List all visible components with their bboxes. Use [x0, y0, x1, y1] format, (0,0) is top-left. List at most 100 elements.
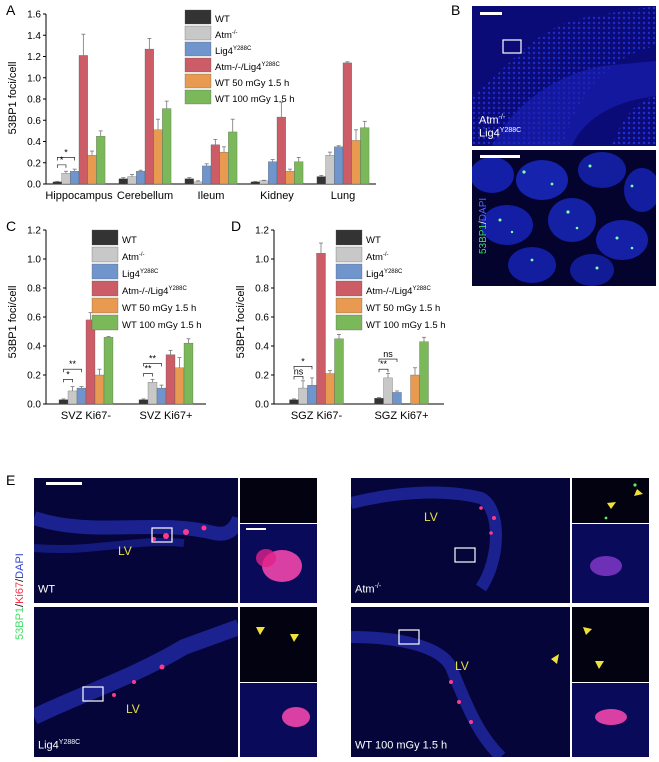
panel-letter-d: D — [231, 218, 242, 234]
legend-swatch — [91, 263, 119, 280]
legend-entry: Atm-/- — [215, 30, 238, 41]
bar — [174, 367, 185, 405]
y-tick-label: 1.2 — [27, 226, 41, 237]
bar — [210, 144, 220, 185]
y-tick-label: 1.0 — [27, 73, 41, 84]
bar — [276, 116, 286, 185]
significance-label: * — [64, 147, 68, 157]
legend-swatch — [335, 246, 363, 263]
significance-label: * — [301, 356, 305, 366]
chart-c-plot: 0.0 0.2 0.4 0.6 0.8 1.0 1.2 SVZ Ki67- SVZ Ki67+ *… — [27, 226, 206, 422]
chart-d-ylabel: 53BP1 foci/cell — [235, 286, 247, 359]
chart-d-legend: WT Atm-/- Lig4Y288C Atm-/-/Lig4Y288C WT 50 m… — [335, 229, 446, 331]
legend-entry: WT — [366, 235, 381, 246]
significance-label: ** — [144, 364, 152, 374]
y-tick-label: 1.2 — [255, 226, 269, 237]
bar — [103, 337, 114, 405]
y-tick-label: 0.2 — [27, 158, 41, 169]
scale-bar — [480, 155, 520, 158]
legend-entry: Lig4Y288C — [122, 269, 159, 280]
lv-label: LV — [424, 510, 438, 524]
bar — [61, 173, 71, 185]
bar — [118, 178, 128, 185]
bar — [410, 374, 420, 405]
y-tick-label: 0.6 — [255, 313, 269, 324]
x-tick-label: SGZ Ki67- — [291, 410, 343, 422]
panel-letter-c: C — [6, 218, 17, 234]
y-tick-label: 0.0 — [255, 400, 269, 411]
bar — [58, 399, 69, 405]
lv-label: LV — [126, 702, 140, 716]
x-tick-label: Hippocampus — [45, 190, 113, 202]
y-tick-label: 0.0 — [27, 400, 41, 411]
legend-entry: WT 50 mGy 1.5 h — [122, 303, 196, 314]
panel-e-image-wt: LV WT — [34, 478, 317, 603]
y-tick-label: 0.8 — [27, 95, 41, 106]
panel-e-image-lig4: LV Lig4Y288C — [34, 607, 317, 757]
y-tick-label: 0.6 — [27, 313, 41, 324]
significance-label: * — [60, 155, 64, 165]
panel-e-wt-texture — [34, 478, 317, 603]
legend-swatch — [91, 297, 119, 314]
bar — [268, 161, 278, 185]
bar — [259, 180, 269, 185]
legend-entry: Atm-/- — [122, 252, 145, 263]
y-tick-label: 1.0 — [255, 255, 269, 266]
bar — [307, 384, 317, 405]
legend-entry: WT — [122, 235, 137, 246]
legend-swatch — [184, 89, 212, 105]
bar — [67, 390, 78, 405]
legend-swatch — [184, 9, 212, 25]
legend-entry: Atm-/-/Lig4Y288C — [366, 286, 431, 297]
legend-swatch — [184, 73, 212, 89]
x-tick-label: SVZ Ki67+ — [140, 410, 193, 422]
panel-b-zoom-texture — [472, 150, 656, 286]
bar — [127, 176, 137, 185]
significance-label: ** — [380, 359, 388, 369]
legend-swatch — [184, 41, 212, 57]
panel-e-atm-texture — [351, 478, 649, 603]
chart-c-ylabel: 53BP1 foci/cell — [7, 286, 19, 359]
legend-swatch — [335, 229, 363, 246]
bar — [193, 181, 203, 185]
y-tick-label: 1.0 — [27, 255, 41, 266]
bar — [298, 387, 308, 405]
bar — [147, 382, 158, 405]
y-tick-label: 0.0 — [27, 180, 41, 191]
significance-bracket — [143, 373, 153, 377]
chart-a: 53BP1 foci/cell 0.0 0.2 0.4 0.6 0.8 1.0 1.2 1.4… — [7, 9, 376, 202]
bar — [342, 62, 352, 185]
panel-b-stain-label: 53BP1/DAPI — [478, 197, 489, 254]
panel-letter-e: E — [6, 472, 16, 488]
bar — [294, 161, 304, 185]
significance-bracket — [63, 379, 73, 383]
bar — [325, 155, 335, 185]
y-tick-label: 0.2 — [255, 371, 269, 382]
bar — [138, 399, 149, 405]
bar — [228, 131, 238, 185]
bar — [87, 155, 97, 185]
panel-e-label-wt100: WT 100 mGy 1.5 h — [355, 739, 448, 752]
legend-entry: Atm-/-/Lig4Y288C — [215, 62, 280, 73]
legend-entry: Lig4Y288C — [366, 269, 403, 280]
legend-swatch — [91, 229, 119, 246]
bar — [156, 387, 167, 405]
bar — [94, 374, 105, 405]
legend-entry: WT 100 mGy 1.5 h — [122, 320, 202, 331]
panel-e-wt100-texture — [351, 607, 649, 757]
bar — [153, 129, 163, 185]
legend-swatch — [335, 314, 363, 331]
significance-label: ** — [149, 353, 157, 363]
bar — [334, 338, 344, 405]
panel-e-image-atm: LV Atm-/- — [351, 478, 649, 603]
legend-entry: WT 100 mGy 1.5 h — [366, 320, 446, 331]
legend-entry: Atm-/-/Lig4Y288C — [122, 286, 187, 297]
bar — [76, 387, 87, 405]
legend-swatch — [91, 314, 119, 331]
legend-entry: WT — [215, 14, 230, 25]
significance-label: ** — [69, 359, 77, 369]
legend-entry: WT 100 mGy 1.5 h — [215, 94, 295, 105]
significance-bracket — [143, 363, 162, 367]
legend-swatch — [335, 263, 363, 280]
legend-swatch — [335, 297, 363, 314]
